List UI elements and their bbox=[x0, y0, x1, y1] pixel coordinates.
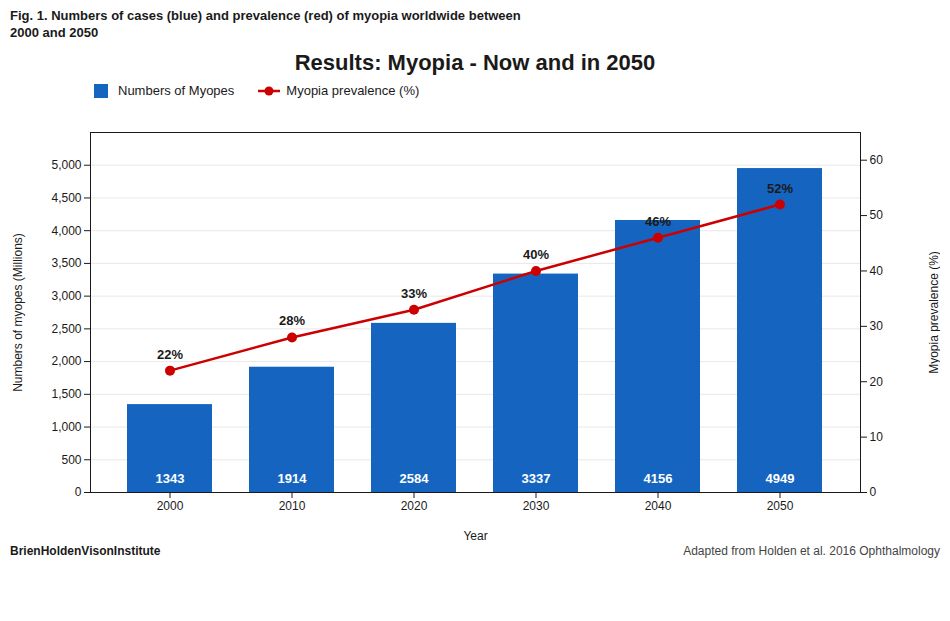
svg-text:5,000: 5,000 bbox=[51, 158, 81, 172]
svg-text:4156: 4156 bbox=[644, 470, 673, 485]
svg-text:2050: 2050 bbox=[767, 499, 794, 513]
svg-text:2020: 2020 bbox=[401, 499, 428, 513]
svg-text:2010: 2010 bbox=[279, 499, 306, 513]
svg-text:52%: 52% bbox=[767, 180, 793, 195]
svg-text:2040: 2040 bbox=[645, 499, 672, 513]
svg-text:1914: 1914 bbox=[278, 470, 308, 485]
svg-text:2000: 2000 bbox=[157, 499, 184, 513]
html-text:Numbers of Myopes: Numbers of Myopes bbox=[118, 83, 235, 99]
html-text:BrienHoldenVisonInstitute: BrienHoldenVisonInstitute bbox=[10, 543, 161, 558]
svg-text:4,500: 4,500 bbox=[51, 191, 81, 205]
svg-text:50: 50 bbox=[870, 208, 884, 222]
svg-text:2030: 2030 bbox=[523, 499, 550, 513]
svg-text:3,500: 3,500 bbox=[51, 256, 81, 270]
svg-text:Numbers of myopes (Millions): Numbers of myopes (Millions) bbox=[11, 233, 25, 392]
svg-text:40: 40 bbox=[870, 264, 884, 278]
svg-text:33%: 33% bbox=[401, 286, 427, 301]
svg-text:60: 60 bbox=[870, 153, 884, 167]
svg-text:4949: 4949 bbox=[766, 470, 795, 485]
svg-text:28%: 28% bbox=[279, 313, 305, 328]
svg-text:4,000: 4,000 bbox=[51, 223, 81, 237]
svg-text:Year: Year bbox=[463, 528, 487, 542]
svg-text:2,500: 2,500 bbox=[51, 321, 81, 335]
svg-text:10: 10 bbox=[870, 430, 884, 444]
svg-text:0: 0 bbox=[870, 485, 877, 499]
svg-text:46%: 46% bbox=[645, 214, 671, 229]
html-text:Fig. 1. Numbers of cases (blue: Fig. 1. Numbers of cases (blue) and prev… bbox=[10, 8, 521, 40]
svg-text:Myopia prevalence (%): Myopia prevalence (%) bbox=[927, 251, 941, 374]
html-text:Myopia prevalence (%): Myopia prevalence (%) bbox=[286, 83, 420, 99]
svg-text:1343: 1343 bbox=[156, 470, 185, 485]
svg-text:500: 500 bbox=[61, 452, 81, 466]
svg-text:30: 30 bbox=[870, 319, 884, 333]
svg-text:1,500: 1,500 bbox=[51, 387, 81, 401]
svg-text:20: 20 bbox=[870, 374, 884, 388]
html-text:Results: Myopia - Now and in 2: Results: Myopia - Now and in 2050 bbox=[294, 49, 656, 75]
svg-text:3,000: 3,000 bbox=[51, 289, 81, 303]
svg-text:3337: 3337 bbox=[522, 470, 551, 485]
svg-text:1,000: 1,000 bbox=[51, 420, 81, 434]
svg-text:0: 0 bbox=[75, 485, 82, 499]
svg-text:2,000: 2,000 bbox=[51, 354, 81, 368]
html-text:Adapted from Holden et al. 201: Adapted from Holden et al. 2016 Ophthalm… bbox=[683, 543, 940, 558]
svg-text:22%: 22% bbox=[157, 346, 183, 361]
svg-text:40%: 40% bbox=[523, 247, 549, 262]
svg-text:2584: 2584 bbox=[400, 470, 430, 485]
